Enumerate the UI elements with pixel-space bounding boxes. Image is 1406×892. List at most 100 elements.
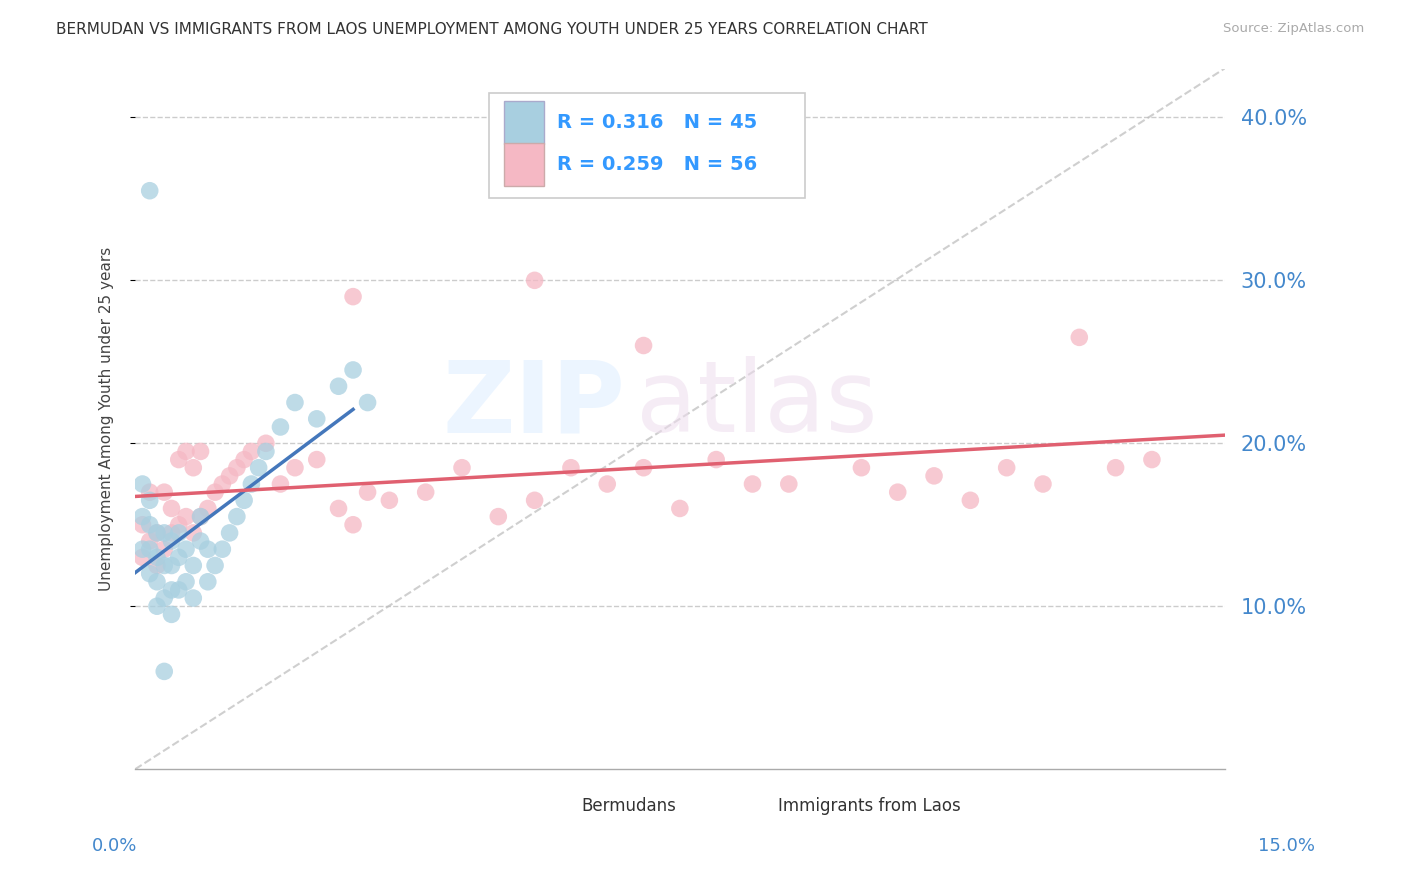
Point bbox=[284, 460, 307, 475]
Point bbox=[181, 460, 204, 475]
Point bbox=[356, 485, 378, 500]
Point bbox=[146, 525, 169, 540]
Point bbox=[225, 509, 247, 524]
Point bbox=[167, 517, 190, 532]
Point bbox=[211, 477, 233, 491]
Point bbox=[190, 534, 212, 549]
Point bbox=[197, 542, 219, 557]
Point bbox=[328, 501, 350, 516]
Point bbox=[197, 501, 219, 516]
Point bbox=[995, 460, 1018, 475]
Point bbox=[269, 420, 291, 434]
Point bbox=[160, 501, 183, 516]
Point bbox=[190, 509, 212, 524]
Point bbox=[153, 542, 176, 557]
Point bbox=[1104, 460, 1126, 475]
Point bbox=[204, 558, 226, 573]
Text: Source: ZipAtlas.com: Source: ZipAtlas.com bbox=[1223, 22, 1364, 36]
Point bbox=[138, 493, 160, 508]
Point bbox=[851, 460, 873, 475]
Point bbox=[174, 574, 197, 589]
Point bbox=[146, 550, 169, 565]
Point bbox=[167, 525, 190, 540]
Point bbox=[131, 542, 153, 557]
Point bbox=[959, 493, 981, 508]
Point bbox=[247, 460, 270, 475]
Point bbox=[778, 477, 800, 491]
Text: R = 0.316   N = 45: R = 0.316 N = 45 bbox=[557, 113, 756, 132]
Point bbox=[240, 444, 263, 458]
Y-axis label: Unemployment Among Youth under 25 years: Unemployment Among Youth under 25 years bbox=[100, 247, 114, 591]
Text: Bermudans: Bermudans bbox=[582, 797, 676, 815]
Point bbox=[160, 558, 183, 573]
Point bbox=[233, 452, 256, 467]
Point bbox=[211, 542, 233, 557]
Point bbox=[131, 477, 153, 491]
Point bbox=[523, 273, 546, 287]
Point bbox=[240, 477, 263, 491]
Point bbox=[146, 558, 169, 573]
Point bbox=[160, 525, 183, 540]
Point bbox=[138, 517, 160, 532]
Point bbox=[174, 444, 197, 458]
Point bbox=[328, 379, 350, 393]
Point bbox=[138, 534, 160, 549]
Point bbox=[167, 550, 190, 565]
Text: ZIP: ZIP bbox=[443, 356, 626, 453]
Point bbox=[138, 485, 160, 500]
Point bbox=[190, 509, 212, 524]
Point bbox=[153, 558, 176, 573]
Point bbox=[922, 468, 945, 483]
FancyBboxPatch shape bbox=[505, 102, 544, 145]
Point bbox=[560, 460, 582, 475]
Point bbox=[174, 542, 197, 557]
Text: BERMUDAN VS IMMIGRANTS FROM LAOS UNEMPLOYMENT AMONG YOUTH UNDER 25 YEARS CORRELA: BERMUDAN VS IMMIGRANTS FROM LAOS UNEMPLO… bbox=[56, 22, 928, 37]
FancyBboxPatch shape bbox=[547, 792, 575, 822]
Point bbox=[153, 665, 176, 679]
Point bbox=[146, 599, 169, 614]
Point bbox=[633, 338, 655, 352]
Text: 0.0%: 0.0% bbox=[91, 837, 136, 855]
Point bbox=[160, 534, 183, 549]
Point bbox=[704, 452, 727, 467]
Point bbox=[415, 485, 437, 500]
Point bbox=[181, 591, 204, 605]
Point bbox=[131, 517, 153, 532]
Point bbox=[131, 550, 153, 565]
Point bbox=[269, 477, 291, 491]
Point bbox=[225, 460, 247, 475]
Point bbox=[197, 574, 219, 589]
Text: atlas: atlas bbox=[637, 356, 877, 453]
Point bbox=[218, 525, 240, 540]
Point bbox=[153, 485, 176, 500]
Point bbox=[146, 525, 169, 540]
FancyBboxPatch shape bbox=[742, 792, 772, 822]
Point bbox=[1069, 330, 1091, 344]
Point bbox=[146, 574, 169, 589]
Point bbox=[153, 525, 176, 540]
Point bbox=[254, 436, 277, 450]
Point bbox=[181, 558, 204, 573]
Point bbox=[669, 501, 692, 516]
Point bbox=[138, 542, 160, 557]
Point bbox=[451, 460, 474, 475]
Point bbox=[160, 607, 183, 622]
FancyBboxPatch shape bbox=[489, 93, 806, 198]
Point bbox=[190, 444, 212, 458]
Point bbox=[138, 184, 160, 198]
Point bbox=[167, 452, 190, 467]
FancyBboxPatch shape bbox=[505, 144, 544, 186]
Point bbox=[378, 493, 401, 508]
Point bbox=[741, 477, 763, 491]
Point bbox=[218, 468, 240, 483]
Point bbox=[254, 444, 277, 458]
Point bbox=[342, 290, 364, 304]
Text: R = 0.259   N = 56: R = 0.259 N = 56 bbox=[557, 155, 756, 174]
Point bbox=[204, 485, 226, 500]
Point bbox=[131, 509, 153, 524]
Point bbox=[1140, 452, 1163, 467]
Text: Immigrants from Laos: Immigrants from Laos bbox=[778, 797, 960, 815]
Point bbox=[160, 582, 183, 597]
Point bbox=[887, 485, 910, 500]
Point bbox=[284, 395, 307, 409]
